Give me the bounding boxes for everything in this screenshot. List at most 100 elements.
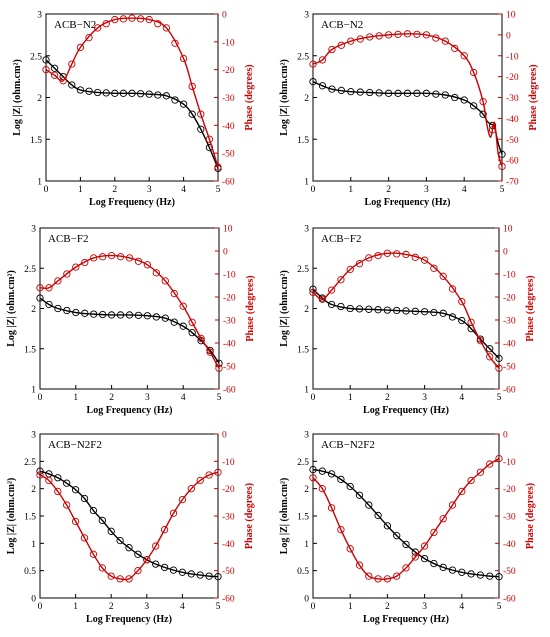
y-right-tick-label: -10 (222, 38, 235, 48)
impedance-data-point (458, 568, 466, 576)
phase-data-point (152, 542, 160, 550)
y-right-tick-label: -60 (223, 386, 236, 396)
x-axis-label: Log Frequency (Hz) (365, 197, 451, 208)
y-left-tick-label: 3 (304, 225, 309, 235)
y-right-tick-label: 10 (503, 225, 513, 235)
panel-title: ACB−F2 (321, 233, 361, 245)
y-right-tick-label: -10 (506, 52, 519, 62)
x-tick-label: 0 (38, 393, 43, 403)
impedance-data-point (63, 479, 71, 487)
x-tick-label: 2 (112, 185, 117, 195)
impedance-data-point (179, 100, 188, 108)
impedance-data-point (383, 522, 392, 530)
phase-fit-line (39, 254, 220, 369)
x-axis-label: Log Frequency (Hz) (87, 405, 173, 416)
y-right-tick-label: 0 (506, 31, 511, 41)
impedance-data-point (383, 306, 392, 314)
y-left-tick-label: 3 (304, 431, 309, 441)
phase-data-point (448, 501, 457, 509)
phase-data-point (355, 561, 364, 569)
y-right-axis-label: Phase (degrees) (528, 64, 539, 130)
phase-data-point (125, 575, 133, 583)
impedance-data-point (495, 354, 503, 363)
impedance-data-point (188, 328, 196, 337)
impedance-data-point (448, 313, 457, 321)
impedance-data-point (476, 571, 485, 579)
x-tick-label: 0 (311, 602, 316, 612)
phase-data-point (318, 56, 327, 64)
phase-fit-line (39, 471, 219, 581)
phase-data-point (90, 254, 98, 262)
phase-data-point (365, 254, 373, 262)
x-tick-label: 0 (311, 185, 316, 195)
phase-data-point (128, 14, 136, 22)
phase-data-point (170, 289, 178, 298)
impedance-data-point (72, 308, 80, 317)
phase-data-point (116, 253, 125, 261)
phase-data-point (403, 30, 412, 38)
impedance-data-point (68, 81, 76, 89)
impedance-data-point (309, 77, 317, 86)
impedance-data-point (448, 566, 457, 574)
impedance-data-point (430, 559, 438, 568)
impedance-data-point (196, 571, 204, 579)
phase-data-point (215, 364, 223, 372)
impedance-data-point (327, 300, 336, 309)
impedance-data-point (36, 467, 44, 475)
y-right-tick-label: -30 (222, 94, 235, 104)
x-axis-label: Log Frequency (Hz) (363, 405, 449, 416)
y-right-tick-label: -10 (503, 458, 516, 468)
y-left-tick-label: 1.5 (24, 513, 36, 523)
phase-data-point (134, 257, 143, 265)
y-right-tick-label: -10 (503, 271, 516, 281)
y-right-tick-label: -20 (506, 73, 519, 83)
impedance-data-point (347, 88, 355, 96)
phase-data-point (458, 297, 466, 306)
impedance-data-point (420, 308, 429, 316)
impedance-data-point (93, 88, 102, 97)
phase-data-point (467, 318, 475, 326)
phase-data-point (355, 259, 364, 268)
impedance-data-point (374, 511, 382, 520)
phase-data-point (107, 572, 115, 580)
phase-data-point (36, 284, 44, 292)
y-right-tick-label: 0 (503, 431, 508, 441)
impedance-data-point (420, 554, 429, 563)
phase-data-point (411, 253, 419, 261)
phase-data-point (498, 162, 506, 171)
phase-data-point (486, 460, 494, 468)
x-tick-label: 4 (181, 185, 186, 195)
phase-data-point (63, 501, 71, 509)
x-tick-label: 1 (348, 602, 353, 612)
phase-data-point (205, 471, 213, 479)
phase-data-point (420, 256, 429, 264)
impedance-data-point (161, 314, 169, 322)
phase-data-point (384, 31, 393, 39)
phase-data-point (460, 52, 468, 60)
y-right-tick-label: -50 (503, 363, 516, 373)
y-right-tick-label: -30 (506, 94, 519, 104)
impedance-data-point (394, 89, 402, 97)
phase-data-point (143, 261, 152, 269)
impedance-data-point (152, 560, 160, 568)
y-right-tick-label: 10 (223, 225, 233, 235)
phase-data-point (476, 468, 485, 476)
plot-area-frame (39, 227, 220, 390)
phase-data-point (318, 295, 326, 303)
impedance-data-point (98, 516, 106, 525)
impedance-data-point (460, 96, 468, 104)
y-left-tick-label: 2.5 (297, 52, 309, 62)
y-right-tick-label: -40 (503, 540, 516, 550)
phase-data-point (439, 515, 447, 523)
impedance-data-point (76, 86, 85, 94)
impedance-data-point (152, 313, 161, 321)
y-left-tick-label: 1.5 (297, 345, 309, 355)
phase-data-point (71, 517, 80, 526)
phase-data-point (383, 575, 392, 583)
phase-data-point (495, 364, 503, 372)
phase-data-point (205, 135, 214, 143)
y-left-axis-label: Log |Z| (ohm.cm²) (12, 59, 23, 136)
phase-data-point (161, 277, 169, 285)
